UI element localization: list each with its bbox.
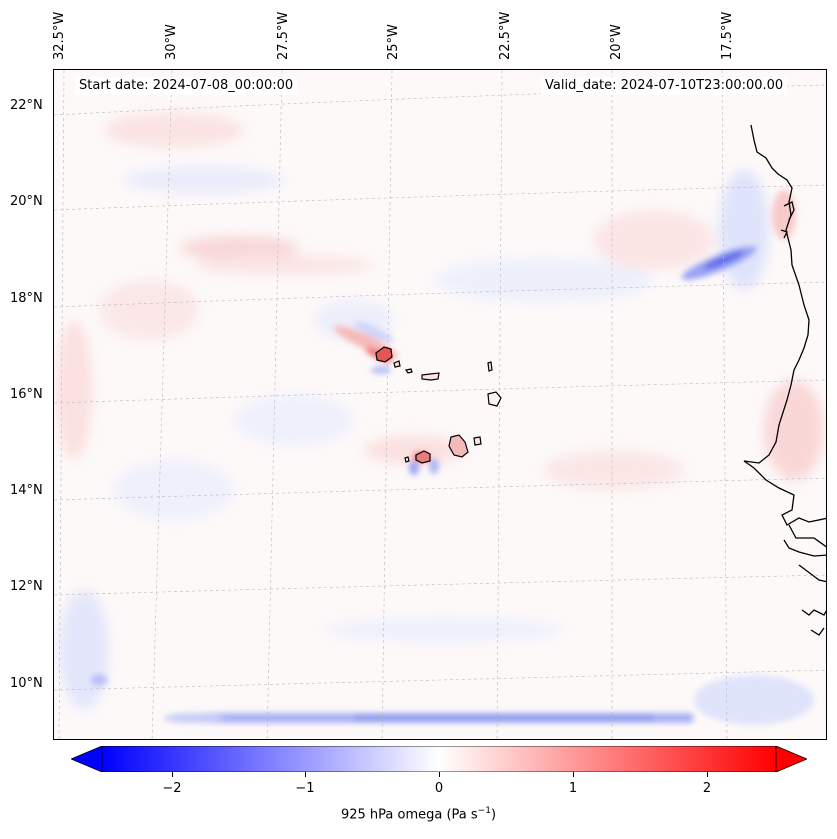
colorbar bbox=[71, 746, 807, 772]
colorbar-tick-mark bbox=[172, 772, 173, 777]
start-date-label: Start date: 2024-07-08_00:00:00 bbox=[75, 77, 298, 95]
lon-label-22-5w: 22.5°W bbox=[498, 11, 513, 60]
colorbar-high-extend bbox=[775, 746, 807, 772]
sao-nicolau-island bbox=[405, 368, 413, 374]
colorbar-label-text: 925 hPa omega (Pa s bbox=[340, 807, 478, 823]
colorbar-tick-mark bbox=[439, 772, 440, 777]
colorbar-label-close: ) bbox=[490, 807, 497, 823]
omega-strong-features bbox=[91, 190, 814, 725]
lat-label-16n: 16°N bbox=[10, 387, 43, 402]
coastlines bbox=[743, 124, 826, 636]
lat-label-22n: 22°N bbox=[10, 98, 43, 113]
gridlines bbox=[54, 70, 826, 739]
colorbar-tick-mark bbox=[573, 772, 574, 777]
santiago-island bbox=[448, 434, 469, 458]
lon-label-20w: 20°W bbox=[609, 24, 624, 60]
lon-label-32-5w: 32.5°W bbox=[52, 11, 67, 60]
lat-label-18n: 18°N bbox=[10, 291, 43, 306]
boa-vista-island bbox=[487, 391, 502, 407]
map-panel bbox=[53, 69, 827, 740]
omega-field-map bbox=[54, 70, 826, 739]
sao-vicente-island bbox=[393, 360, 401, 368]
lat-label-12n: 12°N bbox=[10, 579, 43, 594]
maio-island bbox=[473, 436, 482, 446]
colorbar-tick-label: 0 bbox=[434, 781, 444, 796]
lat-label-20n: 20°N bbox=[10, 194, 43, 209]
sao-nicolau-east bbox=[421, 372, 440, 381]
fogo-island bbox=[415, 450, 431, 464]
africa-coastline bbox=[743, 124, 826, 526]
colorbar-tick-label: −2 bbox=[162, 781, 182, 796]
lat-label-10n: 10°N bbox=[10, 676, 43, 691]
colorbar-tick-mark bbox=[707, 772, 708, 777]
brava-island bbox=[404, 456, 410, 463]
valid-date-label: Valid_date: 2024-07-10T23:00:00.00 bbox=[541, 77, 788, 95]
colorbar-tick-mark bbox=[305, 772, 306, 777]
colorbar-tick-label: 2 bbox=[702, 781, 712, 796]
lon-label-17-5w: 17.5°W bbox=[720, 11, 735, 60]
lat-label-14n: 14°N bbox=[10, 483, 43, 498]
colorbar-low-extend bbox=[71, 746, 103, 772]
colorbar-tick-label: 1 bbox=[568, 781, 578, 796]
colorbar-tick-label: −1 bbox=[295, 781, 315, 796]
sal-island bbox=[487, 361, 493, 372]
cape-verde-islands bbox=[375, 346, 502, 464]
lon-label-30w: 30°W bbox=[164, 24, 179, 60]
santo-antao-island bbox=[375, 346, 393, 363]
colorbar-label-exponent: −1 bbox=[477, 806, 491, 816]
lon-label-27-5w: 27.5°W bbox=[276, 11, 291, 60]
lon-label-25w: 25°W bbox=[386, 24, 401, 60]
colorbar-gradient bbox=[101, 746, 777, 772]
colorbar-label: 925 hPa omega (Pa s−1) bbox=[0, 806, 837, 822]
